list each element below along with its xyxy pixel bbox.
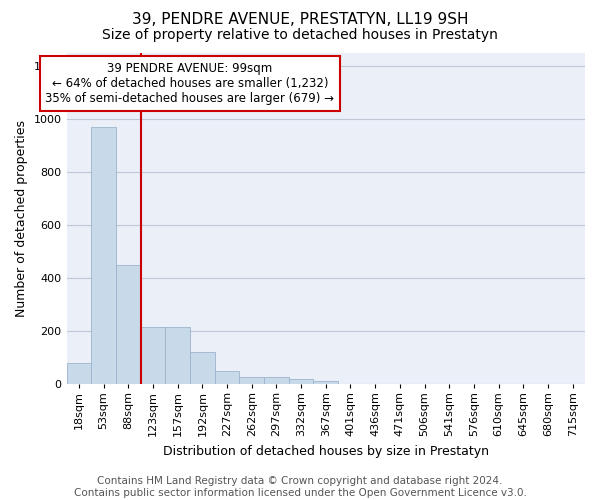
Bar xyxy=(239,378,264,384)
Bar xyxy=(313,381,338,384)
Bar xyxy=(165,327,190,384)
Text: Contains HM Land Registry data © Crown copyright and database right 2024.
Contai: Contains HM Land Registry data © Crown c… xyxy=(74,476,526,498)
Bar xyxy=(67,363,91,384)
Bar xyxy=(116,264,140,384)
Bar xyxy=(264,378,289,384)
Bar xyxy=(289,379,313,384)
Bar xyxy=(190,352,215,384)
X-axis label: Distribution of detached houses by size in Prestatyn: Distribution of detached houses by size … xyxy=(163,444,489,458)
Bar xyxy=(215,371,239,384)
Text: 39 PENDRE AVENUE: 99sqm
← 64% of detached houses are smaller (1,232)
35% of semi: 39 PENDRE AVENUE: 99sqm ← 64% of detache… xyxy=(46,62,334,105)
Bar xyxy=(91,127,116,384)
Text: 39, PENDRE AVENUE, PRESTATYN, LL19 9SH: 39, PENDRE AVENUE, PRESTATYN, LL19 9SH xyxy=(132,12,468,28)
Y-axis label: Number of detached properties: Number of detached properties xyxy=(15,120,28,317)
Text: Size of property relative to detached houses in Prestatyn: Size of property relative to detached ho… xyxy=(102,28,498,42)
Bar xyxy=(140,327,165,384)
